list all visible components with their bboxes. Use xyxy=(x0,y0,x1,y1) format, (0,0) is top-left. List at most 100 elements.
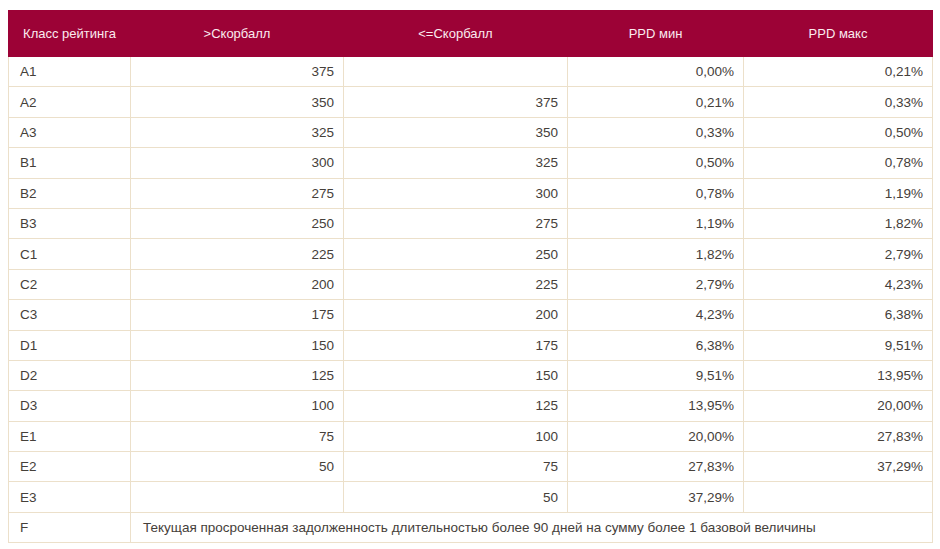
rating-class-cell: D1 xyxy=(9,330,131,360)
rating-class-cell: E3 xyxy=(9,482,131,512)
rating-class-cell: F xyxy=(9,512,131,542)
value-cell: 1,19% xyxy=(744,178,933,208)
value-cell: 250 xyxy=(344,239,568,269)
overdue-note-cell: Текущая просроченная задолженность длите… xyxy=(131,512,933,542)
value-cell: 100 xyxy=(344,421,568,451)
value-cell: 13,95% xyxy=(568,391,744,421)
table-row: D310012513,95%20,00% xyxy=(9,391,933,421)
rating-class-cell: B2 xyxy=(9,178,131,208)
rating-class-cell: D3 xyxy=(9,391,131,421)
rating-class-cell: D2 xyxy=(9,360,131,390)
table-row: C22002252,79%4,23% xyxy=(9,269,933,299)
value-cell: 0,00% xyxy=(568,57,744,87)
value-cell: 275 xyxy=(344,208,568,238)
column-header-ppd-min: PPD мин xyxy=(568,11,744,57)
value-cell: 4,23% xyxy=(744,269,933,299)
header-row: Класс рейтинга>Скорбалл<=СкорбаллPPD мин… xyxy=(9,11,933,57)
value-cell: 0,78% xyxy=(744,148,933,178)
rating-class-cell: B1 xyxy=(9,148,131,178)
table-header: Класс рейтинга>Скорбалл<=СкорбаллPPD мин… xyxy=(9,11,933,57)
value-cell xyxy=(131,482,344,512)
value-cell xyxy=(744,482,933,512)
rating-class-cell: C3 xyxy=(9,300,131,330)
table-row: B32502751,19%1,82% xyxy=(9,208,933,238)
value-cell: 300 xyxy=(131,148,344,178)
value-cell: 250 xyxy=(131,208,344,238)
rating-class-cell: E2 xyxy=(9,452,131,482)
rating-class-cell: C2 xyxy=(9,269,131,299)
column-header-score-lte: <=Скорбалл xyxy=(344,11,568,57)
value-cell: 13,95% xyxy=(744,360,933,390)
value-cell: 125 xyxy=(131,360,344,390)
table-row: B13003250,50%0,78% xyxy=(9,148,933,178)
value-cell: 225 xyxy=(131,239,344,269)
table-row: D11501756,38%9,51% xyxy=(9,330,933,360)
table-body: A13750,00%0,21%A23503750,21%0,33%A332535… xyxy=(9,57,933,543)
value-cell: 0,50% xyxy=(744,117,933,147)
value-cell: 20,00% xyxy=(568,421,744,451)
value-cell: 37,29% xyxy=(568,482,744,512)
table-row: E17510020,00%27,83% xyxy=(9,421,933,451)
value-cell: 50 xyxy=(131,452,344,482)
table-row: B22753000,78%1,19% xyxy=(9,178,933,208)
rating-class-cell: A2 xyxy=(9,87,131,117)
rating-class-cell: A3 xyxy=(9,117,131,147)
value-cell: 375 xyxy=(131,57,344,87)
value-cell: 375 xyxy=(344,87,568,117)
value-cell: 2,79% xyxy=(744,239,933,269)
column-header-rating-class: Класс рейтинга xyxy=(9,11,131,57)
value-cell: 0,50% xyxy=(568,148,744,178)
rating-class-cell: B3 xyxy=(9,208,131,238)
table-row: A33253500,33%0,50% xyxy=(9,117,933,147)
value-cell: 325 xyxy=(344,148,568,178)
value-cell: 350 xyxy=(344,117,568,147)
value-cell: 100 xyxy=(131,391,344,421)
value-cell: 0,33% xyxy=(744,87,933,117)
value-cell: 37,29% xyxy=(744,452,933,482)
table-row: A23503750,21%0,33% xyxy=(9,87,933,117)
value-cell: 20,00% xyxy=(744,391,933,421)
value-cell: 1,82% xyxy=(744,208,933,238)
value-cell: 75 xyxy=(131,421,344,451)
value-cell: 0,33% xyxy=(568,117,744,147)
table-row: E3 5037,29% xyxy=(9,482,933,512)
rating-table: Класс рейтинга>Скорбалл<=СкорбаллPPD мин… xyxy=(8,10,933,543)
value-cell: 0,21% xyxy=(744,57,933,87)
value-cell: 1,82% xyxy=(568,239,744,269)
table-row: E2507527,83%37,29% xyxy=(9,452,933,482)
value-cell: 175 xyxy=(131,300,344,330)
table-row: D21251509,51%13,95% xyxy=(9,360,933,390)
value-cell: 150 xyxy=(131,330,344,360)
value-cell: 325 xyxy=(131,117,344,147)
table-row: C31752004,23%6,38% xyxy=(9,300,933,330)
column-header-ppd-max: PPD макс xyxy=(744,11,933,57)
rating-table-container: Класс рейтинга>Скорбалл<=СкорбаллPPD мин… xyxy=(8,10,933,543)
table-row: C12252501,82%2,79% xyxy=(9,239,933,269)
value-cell: 0,21% xyxy=(568,87,744,117)
rating-class-cell: A1 xyxy=(9,57,131,87)
value-cell: 6,38% xyxy=(568,330,744,360)
value-cell: 225 xyxy=(344,269,568,299)
value-cell: 150 xyxy=(344,360,568,390)
value-cell: 9,51% xyxy=(568,360,744,390)
value-cell: 300 xyxy=(344,178,568,208)
value-cell: 275 xyxy=(131,178,344,208)
column-header-score-gt: >Скорбалл xyxy=(131,11,344,57)
value-cell: 175 xyxy=(344,330,568,360)
value-cell: 200 xyxy=(344,300,568,330)
table-row: FТекущая просроченная задолженность длит… xyxy=(9,512,933,542)
value-cell: 9,51% xyxy=(744,330,933,360)
rating-class-cell: E1 xyxy=(9,421,131,451)
value-cell: 125 xyxy=(344,391,568,421)
rating-class-cell: C1 xyxy=(9,239,131,269)
value-cell: 27,83% xyxy=(568,452,744,482)
value-cell: 27,83% xyxy=(744,421,933,451)
value-cell: 200 xyxy=(131,269,344,299)
value-cell: 4,23% xyxy=(568,300,744,330)
value-cell: 50 xyxy=(344,482,568,512)
table-row: A1375 0,00%0,21% xyxy=(9,57,933,87)
value-cell: 350 xyxy=(131,87,344,117)
value-cell: 6,38% xyxy=(744,300,933,330)
value-cell: 0,78% xyxy=(568,178,744,208)
value-cell xyxy=(344,57,568,87)
